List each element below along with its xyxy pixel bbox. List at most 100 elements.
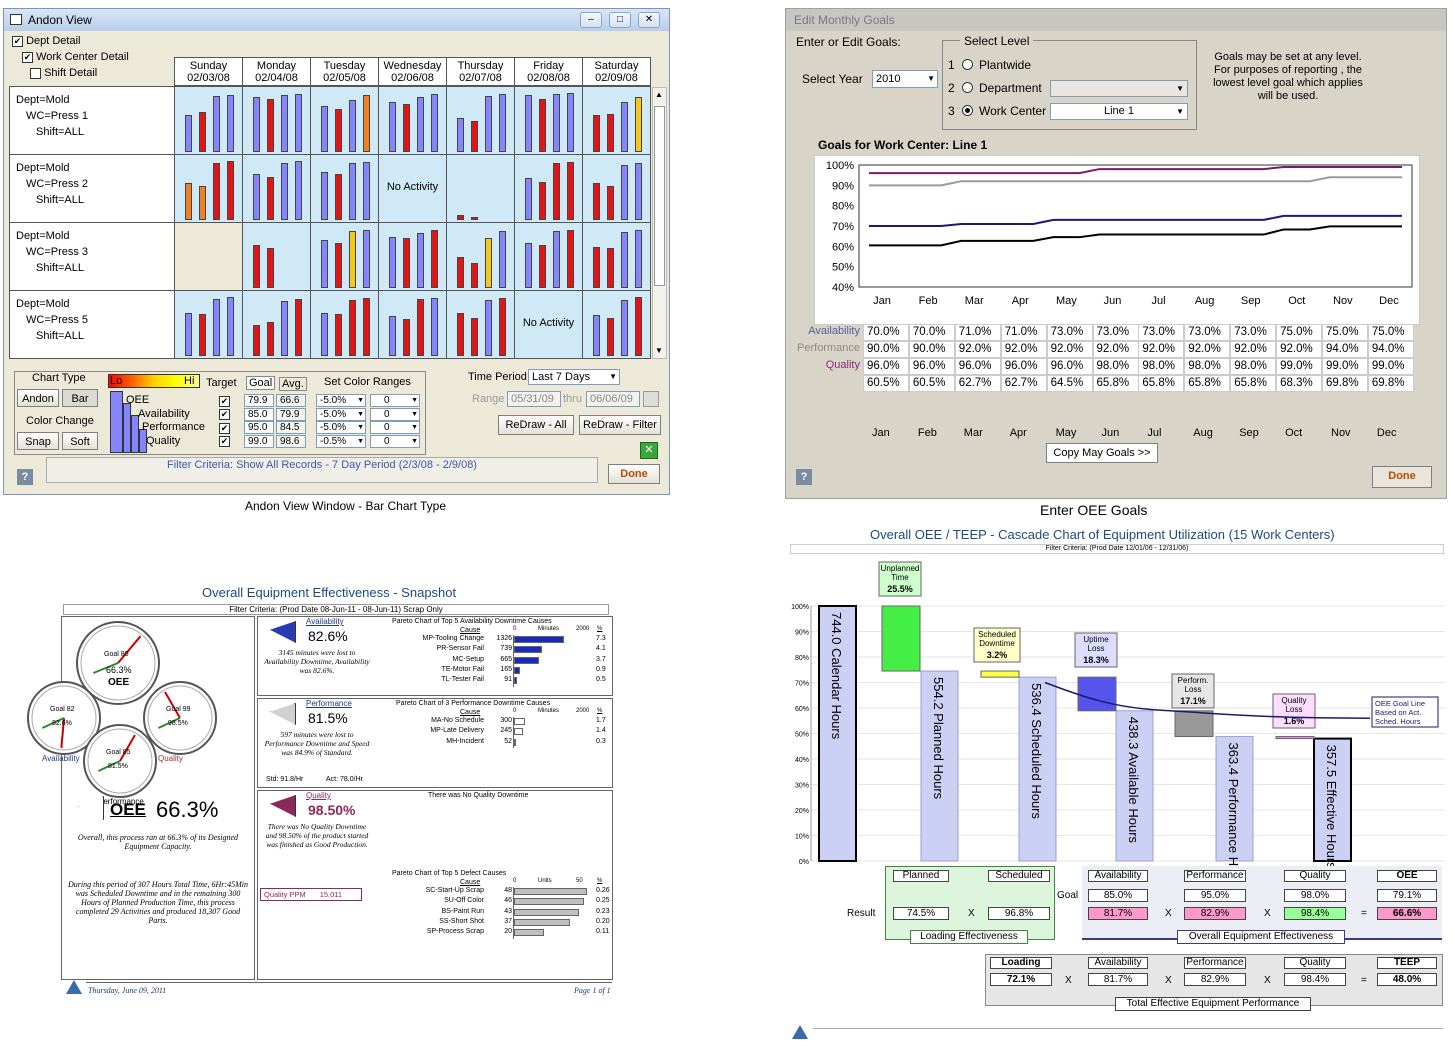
goal-cell[interactable]: 92.0% (1046, 341, 1093, 358)
goal-cell[interactable]: 62.7% (1000, 375, 1047, 392)
day-cell[interactable] (582, 86, 651, 155)
goal-cell[interactable]: 73.0% (1138, 324, 1185, 341)
range-low-select[interactable]: -5.0% ▼ (316, 421, 366, 434)
day-cell[interactable] (310, 154, 379, 223)
day-cell[interactable] (310, 290, 379, 359)
day-cell[interactable] (514, 154, 583, 223)
andon-button[interactable]: Andon (17, 389, 59, 407)
goal-cell[interactable]: 92.0% (1138, 341, 1185, 358)
range-from-field[interactable]: 05/31/09 (507, 391, 561, 407)
day-cell[interactable] (174, 86, 243, 155)
goal-cell[interactable]: 65.8% (1230, 375, 1277, 392)
goal-cell[interactable]: 96.0% (1046, 358, 1093, 375)
wc-detail-checkbox[interactable]: ✔ (22, 51, 33, 63)
maximize-icon[interactable]: □ (609, 12, 631, 28)
chevron-down-icon[interactable]: ▼ (357, 410, 364, 418)
chevron-down-icon[interactable]: ▼ (411, 437, 418, 445)
snap-button[interactable]: Snap (17, 432, 59, 450)
goal-cell[interactable]: 92.0% (954, 341, 1001, 358)
goal-cell[interactable]: 62.7% (954, 375, 1001, 392)
goal-cell[interactable]: 99.0% (1322, 358, 1368, 375)
range-high-select[interactable]: 0 ▼ (370, 434, 420, 448)
goal-cell[interactable]: 73.0% (1184, 324, 1231, 341)
chevron-down-icon[interactable]: ▼ (357, 397, 364, 404)
chevron-down-icon[interactable]: ▼ (411, 424, 418, 431)
scroll-up-icon[interactable]: ▲ (655, 90, 663, 99)
goal-cell[interactable]: 92.0% (1000, 341, 1047, 358)
goal-cell[interactable]: 65.8% (1138, 375, 1185, 392)
day-cell[interactable] (514, 86, 583, 155)
goal-cell[interactable]: 70.0% (863, 324, 909, 341)
goal-cell[interactable]: 96.0% (908, 358, 955, 375)
goal-cell[interactable]: 71.0% (1000, 324, 1047, 341)
goal-cell[interactable]: 90.0% (863, 341, 909, 358)
scroll-thumb[interactable] (654, 106, 665, 286)
goal-cell[interactable]: 65.8% (1184, 375, 1231, 392)
day-cell[interactable]: No Activity (378, 154, 447, 223)
chevron-down-icon[interactable]: ▼ (411, 410, 418, 418)
day-cell[interactable] (446, 290, 515, 359)
goal-cell[interactable]: 99.0% (1276, 358, 1323, 375)
day-cell[interactable] (446, 86, 515, 155)
chevron-down-icon[interactable]: ▼ (1176, 84, 1184, 93)
goal-cell[interactable]: 92.0% (1230, 341, 1277, 358)
day-cell[interactable] (378, 86, 447, 155)
goal-cell[interactable]: 92.0% (1092, 341, 1139, 358)
shift-detail-option[interactable]: Shift Detail (30, 67, 97, 79)
help-icon[interactable]: ? (17, 469, 33, 485)
range-low-select[interactable]: -5.0% ▼ (316, 394, 366, 407)
soft-button[interactable]: Soft (62, 432, 98, 450)
range-to-field[interactable]: 06/06/09 (586, 391, 640, 407)
goals-done-button[interactable]: Done (1372, 466, 1432, 488)
goal-cell[interactable]: 94.0% (1322, 341, 1368, 358)
goal-cell[interactable]: 73.0% (1046, 324, 1093, 341)
goal-cell[interactable]: 92.0% (1276, 341, 1323, 358)
chevron-down-icon[interactable]: ▼ (1176, 107, 1184, 116)
target-checkbox[interactable]: ✔ (219, 409, 230, 421)
day-cell[interactable] (174, 154, 243, 223)
shift-detail-checkbox[interactable] (30, 67, 41, 79)
range-high-select[interactable]: 0 ▼ (370, 394, 420, 407)
redraw-filter-button[interactable]: ReDraw - Filter (579, 415, 661, 435)
range-low-select[interactable]: -0.5% ▼ (316, 434, 366, 448)
range-high-select[interactable]: 0 ▼ (370, 421, 420, 434)
range-high-select[interactable]: 0 ▼ (370, 407, 420, 421)
target-checkbox[interactable]: ✔ (219, 436, 230, 448)
goal-cell[interactable]: 64.5% (1046, 375, 1093, 392)
goal-cell[interactable]: 98.0% (1092, 358, 1139, 375)
day-cell[interactable] (310, 86, 379, 155)
goal-cell[interactable]: 60.5% (863, 375, 909, 392)
goal-value[interactable]: 85.0 (244, 407, 274, 421)
goal-cell[interactable]: 92.0% (1184, 341, 1231, 358)
chevron-down-icon[interactable]: ▼ (927, 74, 935, 83)
day-cell[interactable] (582, 290, 651, 359)
target-checkbox[interactable]: ✔ (219, 422, 230, 434)
wc-detail-option[interactable]: ✔ Work Center Detail (22, 51, 129, 63)
goal-value[interactable]: 79.9 (244, 394, 274, 407)
excel-icon[interactable]: ✕ (640, 442, 658, 459)
day-cell[interactable] (582, 222, 651, 291)
goal-cell[interactable]: 75.0% (1276, 324, 1323, 341)
day-cell[interactable] (446, 222, 515, 291)
goal-cell[interactable]: 96.0% (954, 358, 1001, 375)
help-icon[interactable]: ? (796, 469, 812, 485)
day-cell[interactable] (242, 222, 311, 291)
chevron-down-icon[interactable]: ▼ (357, 437, 364, 445)
copy-goals-button[interactable]: Copy May Goals >> (1046, 443, 1158, 463)
calendar-icon[interactable] (643, 391, 659, 407)
range-low-select[interactable]: -5.0% ▼ (316, 407, 366, 421)
day-cell[interactable] (378, 222, 447, 291)
day-cell[interactable] (174, 290, 243, 359)
day-cell[interactable] (514, 222, 583, 291)
goal-cell[interactable]: 60.5% (908, 375, 955, 392)
goal-cell[interactable]: 75.0% (1322, 324, 1368, 341)
chevron-down-icon[interactable]: ▼ (411, 397, 418, 404)
done-button[interactable]: Done (608, 464, 660, 484)
goal-cell[interactable]: 96.0% (1000, 358, 1047, 375)
goal-value[interactable]: 95.0 (244, 421, 274, 434)
goal-cell[interactable]: 69.8% (1322, 375, 1368, 392)
day-cell[interactable] (242, 86, 311, 155)
goal-cell[interactable]: 65.8% (1092, 375, 1139, 392)
scroll-down-icon[interactable]: ▼ (655, 346, 663, 355)
day-cell[interactable]: No Activity (514, 290, 583, 359)
